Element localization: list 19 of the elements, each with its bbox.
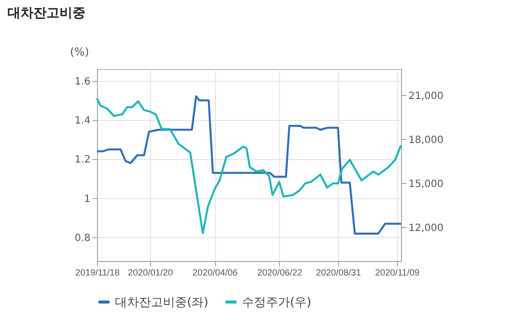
y-tick-label: 0.8	[74, 232, 90, 244]
y2-tick-label: 12,000	[408, 222, 444, 234]
y-tick-label: 1.6	[74, 76, 90, 88]
x-tick-label: 2019/11/18	[75, 268, 120, 278]
y2-tick-label: 21,000	[408, 90, 444, 102]
y-tick-label: 1.4	[74, 115, 90, 126]
x-tick-label: 2020/01/20	[128, 268, 173, 278]
x-tick-label: 2020/08/31	[316, 268, 362, 278]
y-tick-label: 1	[84, 194, 90, 205]
y-tick-label: 1.2	[74, 154, 90, 166]
y-axis-title: (%)	[70, 46, 90, 58]
legend-label: 수정주가(우)	[242, 295, 312, 309]
y2-tick-label: 15,000	[408, 178, 444, 190]
y2-tick-label: 18,000	[408, 134, 444, 146]
chart-title: 대차잔고비중	[7, 6, 86, 21]
legend-label: 대차잔고비중(좌)	[115, 295, 208, 309]
x-tick-label: 2020/04/06	[192, 268, 238, 278]
x-tick-label: 2020/11/09	[375, 268, 420, 278]
x-tick-label: 2020/06/22	[257, 268, 302, 278]
